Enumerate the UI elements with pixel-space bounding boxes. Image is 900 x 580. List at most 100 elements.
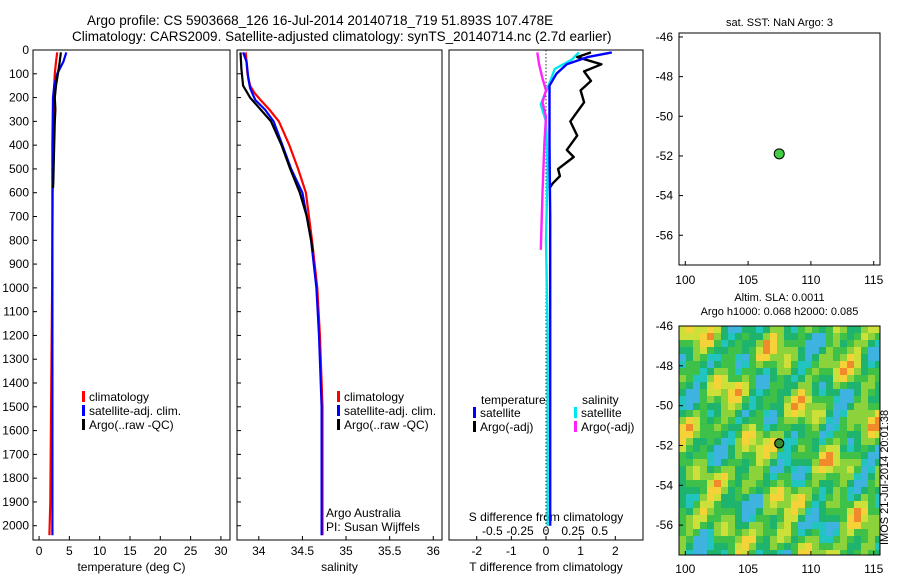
sla-heatmap-cell [826,543,834,551]
sla-heatmap-cell [770,417,778,425]
sla-heatmap-cell [728,340,736,348]
salinity-legend-0-label: climatology [344,390,404,404]
sla-heatmap-cell [777,410,785,418]
temperature-legend-2-label: Argo(..raw -QC) [89,418,174,432]
sla-heatmap-cell [833,403,841,411]
sla-heatmap-cell [875,473,881,481]
salinity-diff-tick-label: 0 [543,524,550,538]
sla-heatmap-cell [770,368,778,376]
sla-heatmap-cell [854,522,862,530]
sla-heatmap-cell [840,389,848,397]
sla-heatmap-cell [700,550,708,556]
sla-heatmap-cell [693,438,701,446]
sla-heatmap-cell [686,536,694,544]
sla-heatmap-cell [693,550,701,556]
sla-heatmap-cell [686,424,694,432]
sla-heatmap-cell [714,459,722,467]
sla-heatmap-cell [819,333,827,341]
sla-heatmap-cell [791,515,799,523]
salinity-diff-tick-label: -0.25 [506,524,534,538]
sla-heatmap-cell [840,452,848,460]
sla-heatmap-cell [763,403,771,411]
salinity-xtick-label: 35 [339,544,353,558]
sla-heatmap-cell [763,410,771,418]
sla-heatmap-cell [840,403,848,411]
sla-heatmap-cell [763,382,771,390]
sla-heatmap-cell [784,403,792,411]
sla-heatmap-cell [700,494,708,502]
sla-heatmap-cell [742,550,750,556]
sla-heatmap-cell [861,501,869,509]
sla-heatmap-cell [784,396,792,404]
sla-heatmap-cell [742,403,750,411]
sla-heatmap-cell [861,368,869,376]
sla-map-xtick-label: 115 [864,562,883,576]
sla-heatmap-cell [742,361,750,369]
sla-heatmap-cell [784,410,792,418]
sla-heatmap-cell [686,375,694,383]
sla-heatmap-cell [693,361,701,369]
sla-heatmap-cell [777,361,785,369]
sla-heatmap-cell [700,417,708,425]
sla-heatmap-cell [784,543,792,551]
salinity-legend-2-swatch [337,419,340,430]
sla-map-xtick-label: 110 [801,562,820,576]
sla-heatmap-cell [805,452,813,460]
sla-heatmap-cell [742,473,750,481]
sla-heatmap-cell [700,396,708,404]
sla-heatmap-cell [868,354,876,362]
sla-heatmap-cell [742,515,750,523]
sla-heatmap-cell [686,487,694,495]
sla-heatmap-cell [693,354,701,362]
sla-heatmap-cell [833,508,841,516]
sla-heatmap-cell [812,438,820,446]
sla-heatmap-cell [763,480,771,488]
figure-title-line2: Climatology: CARS2009. Satellite-adjuste… [72,29,612,44]
sla-heatmap-cell [700,480,708,488]
sla-heatmap-cell [833,431,841,439]
sla-heatmap-cell [812,452,820,460]
sst-map-xtick-label: 105 [738,273,758,287]
sla-heatmap-cell [756,550,764,556]
sla-heatmap-cell [826,438,834,446]
sla-heatmap-cell [700,375,708,383]
sla-heatmap-cell [756,515,764,523]
sla-heatmap-cell [693,368,701,376]
depth-ytick-label: 1700 [2,447,29,461]
sla-heatmap-cell [707,361,715,369]
sla-heatmap-cell [784,508,792,516]
sla-heatmap-cell [854,543,862,551]
sla-heatmap-cell [693,375,701,383]
sla-heatmap-cell [826,487,834,495]
sla-heatmap-cell [707,494,715,502]
sla-heatmap-cell [707,508,715,516]
sla-heatmap-cell [749,473,757,481]
sla-heatmap-cell [742,494,750,502]
sla-heatmap-cell [784,417,792,425]
sla-heatmap-cell [798,487,806,495]
sla-heatmap-cell [861,361,869,369]
sla-heatmap-cell [686,389,694,397]
sla-heatmap-cell [693,466,701,474]
sla-heatmap-cell [686,480,694,488]
depth-ytick-label: 1500 [2,400,29,414]
sla-heatmap-cell [805,487,813,495]
sla-heatmap-cell [721,424,729,432]
sla-heatmap-cell [847,466,855,474]
sla-heatmap-cell [735,473,743,481]
sla-heatmap-cell [791,529,799,537]
sla-heatmap-cell [728,417,736,425]
sla-heatmap-cell [784,529,792,537]
salinity-legend-0-swatch [337,391,340,402]
temperature-series-argo [51,52,62,189]
sla-heatmap-cell [714,417,722,425]
sla-heatmap-cell [749,480,757,488]
sla-heatmap-cell [812,473,820,481]
sla-heatmap-cell [805,522,813,530]
sla-heatmap-cell [707,382,715,390]
sla-heatmap-cell [784,326,792,334]
sla-heatmap-cell [826,522,834,530]
sla-heatmap-cell [826,354,834,362]
sla-heatmap-cell [714,508,722,516]
sla-heatmap-cell [686,508,694,516]
